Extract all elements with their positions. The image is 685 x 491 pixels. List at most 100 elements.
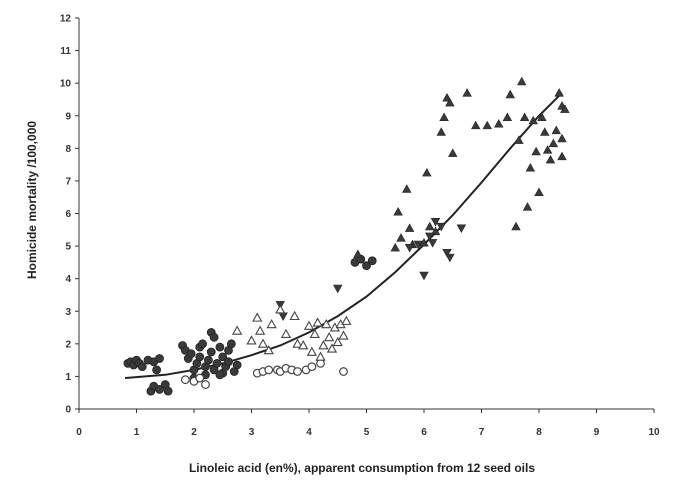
data-point-open-triangle-up: [338, 330, 349, 340]
data-point-open-circle: [293, 367, 302, 376]
data-point-filled-triangle-up: [404, 223, 415, 232]
data-point-filled-circle: [155, 354, 164, 363]
data-point-open-triangle-up: [309, 328, 320, 338]
data-point-filled-triangle-up: [482, 120, 492, 130]
data-point-open-triangle-up: [303, 320, 315, 330]
data-point-filled-triangle-up: [542, 145, 553, 154]
y-tick-label: 5: [65, 242, 71, 253]
data-point-open-circle: [201, 380, 210, 389]
y-tick-label: 1: [65, 372, 71, 383]
data-point-open-triangle-up: [318, 340, 329, 350]
data-point-filled-triangle-up: [448, 148, 458, 157]
data-point-filled-circle: [209, 332, 219, 342]
data-point-open-triangle-up: [315, 351, 326, 361]
axes: [78, 18, 654, 410]
data-point-filled-triangle-up: [396, 233, 406, 242]
data-point-filled-triangle-up: [471, 120, 481, 130]
data-point-filled-triangle-down: [419, 271, 429, 281]
data-point-open-triangle-up: [275, 304, 286, 314]
data-point-open-triangle-up: [292, 338, 303, 348]
x-tick-label: 3: [249, 427, 255, 438]
data-point-filled-triangle-up: [525, 163, 536, 172]
data-point-filled-triangle-up: [537, 112, 547, 122]
data-point-filled-triangle-up: [462, 88, 472, 97]
data-point-filled-triangle-up: [540, 127, 550, 136]
data-marks: [123, 76, 570, 396]
data-point-filled-circle: [137, 362, 147, 372]
data-point-filled-triangle-up: [425, 221, 435, 231]
data-point-filled-circle: [362, 261, 371, 271]
y-tick-label: 10: [60, 79, 72, 90]
data-point-filled-triangle-up: [560, 104, 570, 113]
data-point-filled-triangle-up: [531, 146, 541, 156]
data-point-filled-triangle-up: [402, 184, 412, 193]
data-point-filled-circle: [186, 349, 196, 359]
x-axis-title: Linoleic acid (en%), apparent consumptio…: [189, 461, 535, 475]
data-point-open-circle: [339, 367, 348, 376]
data-point-filled-circle: [203, 355, 213, 365]
x-tick-label: 6: [421, 427, 427, 438]
data-point-open-triangle-up: [321, 318, 332, 329]
x-tick-label: 8: [536, 427, 542, 438]
data-point-filled-triangle-up: [436, 127, 446, 136]
data-point-filled-triangle-down: [442, 248, 452, 258]
data-point-open-circle: [180, 375, 190, 385]
y-axis-title: Homicide mortality /100,000: [25, 121, 39, 279]
y-tick-label: 4: [65, 274, 71, 285]
data-point-filled-circle: [195, 352, 205, 362]
y-tick-label: 7: [65, 176, 71, 187]
data-point-filled-triangle-down: [445, 253, 455, 263]
data-point-filled-triangle-up: [517, 76, 527, 86]
data-point-open-triangle-up: [312, 317, 323, 327]
data-point-open-triangle-up: [341, 315, 352, 325]
data-point-open-triangle-up: [246, 335, 257, 345]
data-point-open-triangle-up: [332, 336, 343, 347]
data-point-open-circle: [307, 362, 317, 372]
data-point-filled-triangle-up: [494, 119, 504, 128]
ticks: [75, 17, 655, 413]
data-point-filled-triangle-down: [430, 217, 441, 227]
data-point-open-triangle-up: [306, 346, 318, 356]
data-point-open-triangle-up: [257, 338, 269, 348]
data-point-filled-triangle-up: [554, 88, 564, 97]
data-point-open-triangle-up: [231, 325, 243, 335]
data-point-filled-triangle-up: [514, 135, 524, 144]
x-tick-label: 10: [648, 427, 660, 438]
data-point-filled-circle: [206, 347, 216, 357]
y-tick-label: 12: [60, 14, 72, 25]
data-point-filled-triangle-up: [511, 221, 521, 231]
data-point-filled-triangle-down: [413, 240, 423, 250]
data-point-filled-triangle-up: [445, 97, 455, 107]
data-point-open-triangle-up: [280, 328, 292, 338]
data-point-filled-circle: [163, 386, 173, 396]
data-point-open-triangle-up: [298, 340, 309, 350]
y-tick-label: 9: [65, 111, 71, 122]
data-point-filled-circle: [218, 352, 228, 362]
data-point-filled-triangle-up: [548, 138, 559, 148]
data-point-filled-triangle-down: [425, 232, 435, 242]
y-tick-label: 6: [65, 209, 71, 220]
data-point-open-triangle-up: [263, 345, 274, 355]
data-point-filled-triangle-down: [278, 312, 288, 321]
data-point-filled-circle: [215, 342, 225, 352]
data-point-filled-circle: [367, 256, 377, 266]
data-point-filled-triangle-down: [404, 244, 415, 253]
data-point-filled-triangle-up: [519, 112, 530, 122]
data-point-filled-circle: [155, 385, 164, 394]
y-tick-label: 0: [65, 405, 71, 416]
x-tick-label: 2: [191, 427, 197, 438]
data-point-open-triangle-up: [266, 318, 277, 329]
y-tick-label: 3: [65, 307, 71, 318]
data-point-filled-circle: [215, 370, 225, 380]
data-point-filled-triangle-up: [545, 154, 556, 164]
data-point-filled-circle: [224, 357, 233, 367]
data-point-filled-triangle-up: [390, 242, 400, 252]
data-point-filled-triangle-down: [456, 224, 467, 233]
data-point-filled-triangle-up: [557, 151, 567, 161]
data-point-filled-triangle-up: [522, 202, 533, 211]
data-point-filled-circle: [198, 339, 208, 349]
x-tick-label: 4: [306, 427, 312, 438]
data-point-filled-triangle-down: [427, 239, 438, 248]
